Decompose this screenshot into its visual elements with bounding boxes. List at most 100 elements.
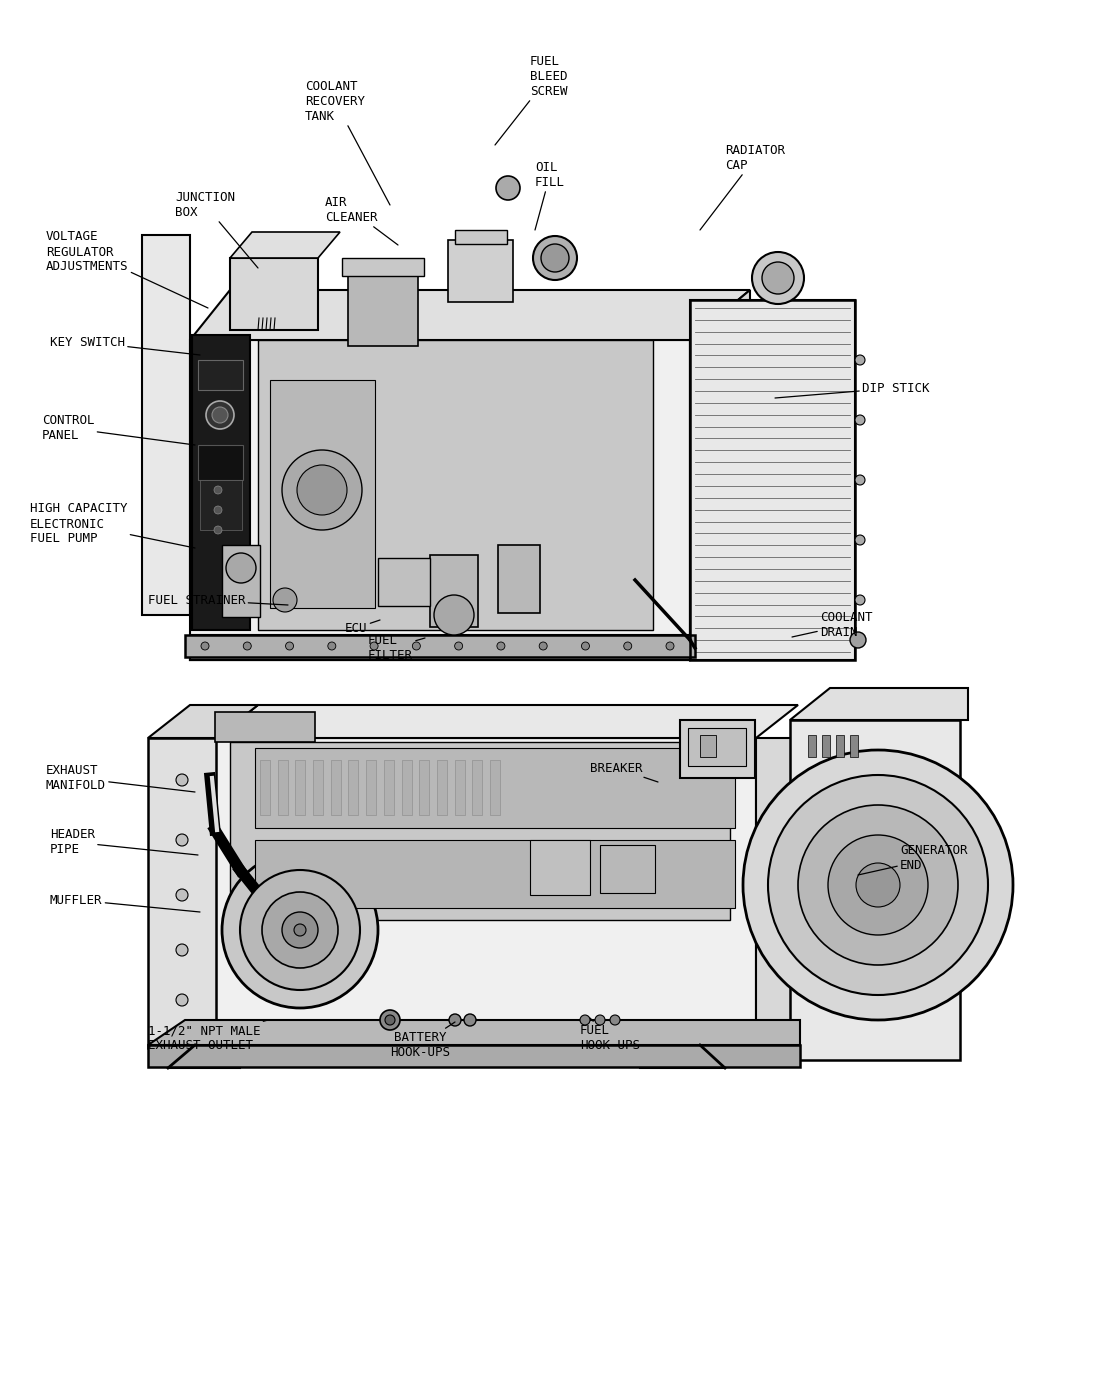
Text: FUEL STRAINER: FUEL STRAINER	[148, 594, 288, 606]
Bar	[216, 739, 756, 1047]
Circle shape	[262, 892, 338, 968]
Circle shape	[176, 995, 188, 1006]
Bar	[700, 734, 716, 757]
Bar	[192, 335, 250, 630]
Circle shape	[297, 465, 346, 515]
Text: FUEL
HOOK-UPS: FUEL HOOK-UPS	[580, 1018, 640, 1052]
Circle shape	[379, 1010, 400, 1029]
Circle shape	[176, 773, 188, 786]
Text: ECU: ECU	[345, 620, 379, 634]
Circle shape	[855, 415, 865, 426]
Circle shape	[328, 643, 336, 650]
Circle shape	[286, 643, 294, 650]
Circle shape	[294, 924, 306, 936]
Circle shape	[243, 643, 251, 650]
Circle shape	[226, 554, 256, 583]
Bar	[756, 739, 794, 1047]
Circle shape	[434, 595, 474, 636]
Circle shape	[370, 643, 378, 650]
Bar	[190, 636, 690, 659]
Bar	[190, 339, 690, 659]
Bar	[850, 734, 858, 757]
Bar	[148, 739, 216, 1047]
Bar	[200, 480, 242, 530]
Text: DIP STICK: DIP STICK	[776, 381, 930, 398]
Circle shape	[742, 750, 1013, 1020]
Circle shape	[214, 485, 222, 494]
Text: GENERATOR
END: GENERATOR END	[858, 844, 968, 875]
Bar	[690, 300, 855, 659]
Polygon shape	[148, 1020, 800, 1045]
Circle shape	[282, 451, 362, 530]
Bar	[142, 235, 190, 615]
Text: RADIATOR
CAP: RADIATOR CAP	[700, 145, 785, 230]
Circle shape	[497, 643, 505, 650]
Text: KEY SWITCH: KEY SWITCH	[50, 335, 200, 355]
Circle shape	[240, 869, 360, 990]
Circle shape	[856, 862, 900, 907]
Bar	[314, 759, 323, 815]
Circle shape	[385, 1015, 395, 1025]
Bar	[378, 558, 430, 606]
Text: AIR
CLEANER: AIR CLEANER	[324, 196, 398, 245]
Circle shape	[454, 643, 463, 650]
Circle shape	[222, 853, 378, 1008]
Circle shape	[762, 262, 794, 294]
Circle shape	[412, 643, 420, 650]
Bar	[688, 727, 746, 766]
Bar	[230, 741, 730, 919]
Text: HEADER
PIPE: HEADER PIPE	[50, 828, 198, 855]
Bar	[490, 759, 500, 815]
Bar	[214, 712, 315, 741]
Bar	[348, 268, 418, 346]
Text: HIGH CAPACITY
ELECTRONIC
FUEL PUMP: HIGH CAPACITY ELECTRONIC FUEL PUMP	[30, 502, 195, 548]
Bar	[448, 241, 513, 302]
Circle shape	[752, 252, 804, 305]
Bar	[260, 759, 270, 815]
Circle shape	[624, 643, 631, 650]
Bar	[198, 445, 243, 480]
Bar	[680, 721, 755, 778]
Polygon shape	[148, 705, 258, 739]
Text: MUFFLER: MUFFLER	[50, 893, 200, 912]
Circle shape	[855, 595, 865, 605]
Text: OIL
FILL: OIL FILL	[535, 161, 565, 230]
Polygon shape	[230, 232, 340, 257]
Bar	[836, 734, 844, 757]
Circle shape	[539, 643, 547, 650]
Polygon shape	[216, 705, 797, 739]
Text: COOLANT
RECOVERY
TANK: COOLANT RECOVERY TANK	[305, 81, 390, 204]
Bar	[270, 380, 375, 608]
Bar	[419, 759, 429, 815]
Bar	[498, 545, 540, 613]
Circle shape	[464, 1014, 476, 1027]
Circle shape	[176, 835, 188, 846]
Circle shape	[828, 835, 928, 935]
Circle shape	[212, 408, 228, 423]
Bar	[690, 300, 855, 659]
Bar	[472, 759, 482, 815]
Text: FUEL
BLEED
SCREW: FUEL BLEED SCREW	[495, 56, 568, 145]
Polygon shape	[790, 689, 968, 721]
Bar	[600, 844, 654, 893]
Bar	[331, 759, 341, 815]
Circle shape	[666, 643, 674, 650]
Circle shape	[582, 643, 590, 650]
Bar	[366, 759, 376, 815]
Circle shape	[798, 805, 958, 965]
Text: FUEL
FILTER: FUEL FILTER	[368, 634, 425, 662]
Circle shape	[248, 855, 372, 981]
Circle shape	[855, 536, 865, 545]
Bar	[258, 339, 653, 630]
Circle shape	[768, 775, 988, 995]
Text: BATTERY
HOOK-UPS: BATTERY HOOK-UPS	[390, 1022, 455, 1059]
Circle shape	[176, 944, 188, 956]
Circle shape	[534, 236, 578, 280]
Bar	[822, 734, 830, 757]
Circle shape	[855, 355, 865, 364]
Bar	[342, 257, 424, 275]
Bar	[222, 545, 260, 618]
Bar	[198, 360, 243, 389]
Bar	[277, 759, 288, 815]
Text: BREAKER: BREAKER	[590, 761, 658, 782]
